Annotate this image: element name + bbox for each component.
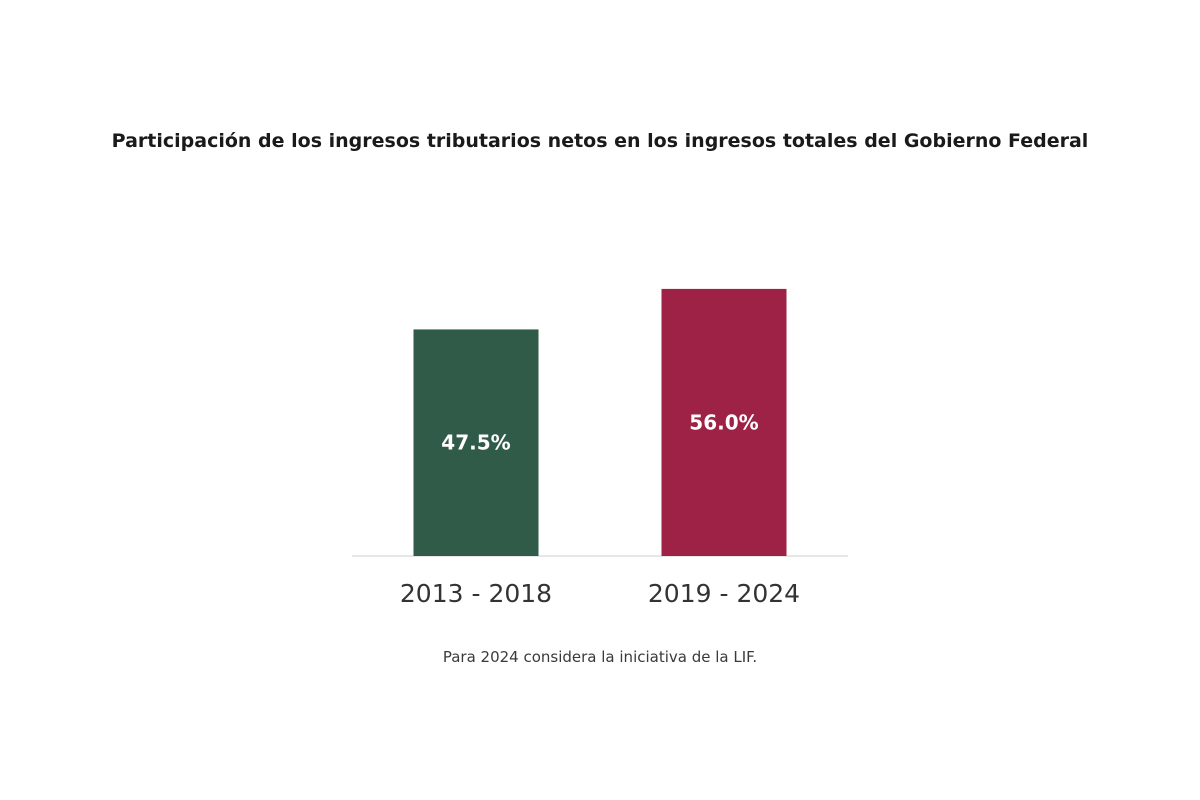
chart-footnote: Para 2024 considera la iniciativa de la …: [442, 648, 758, 666]
bar-value-label-2: 56.0%: [689, 410, 758, 434]
bar-2: [661, 288, 787, 556]
bar-1: [413, 329, 539, 556]
x-tick-label-2: 2019 - 2024: [648, 579, 800, 608]
chart-title: Participación de los ingresos tributario…: [111, 130, 1089, 152]
x-tick-label-1: 2013 - 2018: [400, 579, 552, 608]
bar-value-label-1: 47.5%: [441, 431, 510, 455]
